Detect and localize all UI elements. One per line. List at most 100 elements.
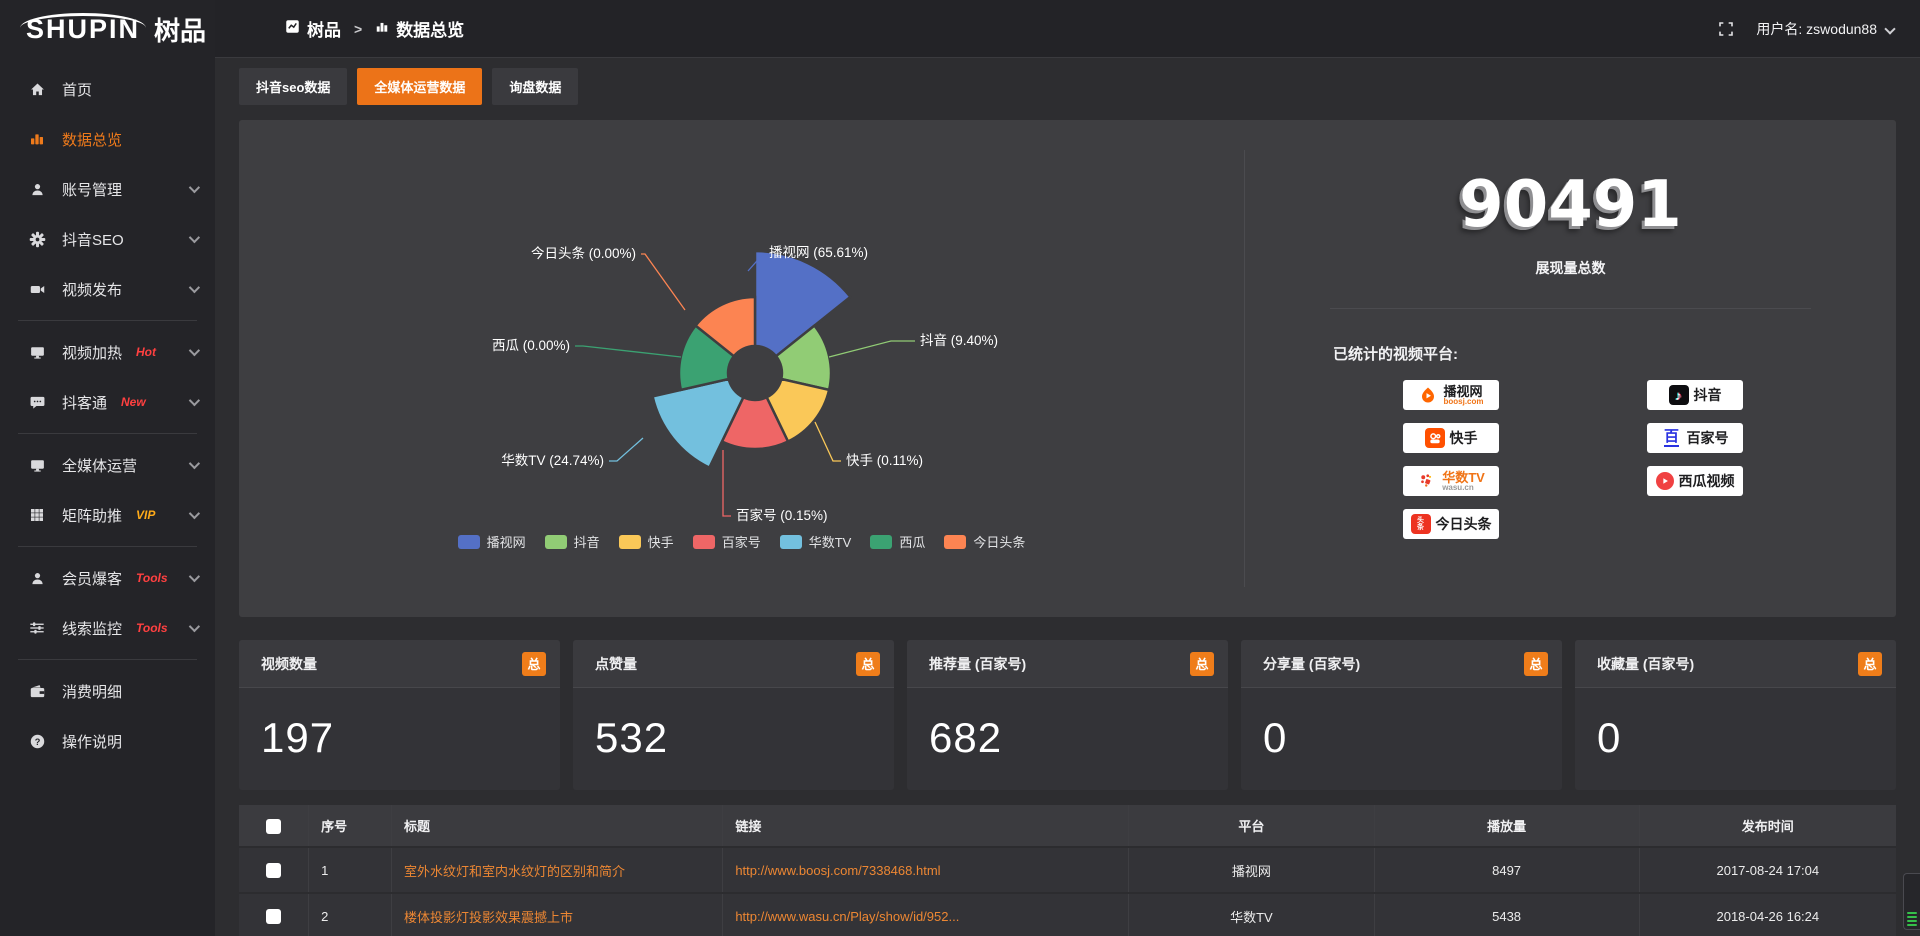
breadcrumb-item-current: 数据总览 xyxy=(396,21,465,40)
table-row: 2 楼体投影灯投影效果震撼上市 http://www.wasu.cn/Play/… xyxy=(239,893,1896,936)
legend-item-华数TV[interactable]: 华数TV xyxy=(779,532,852,551)
stat-value: 532 xyxy=(595,714,669,761)
sidebar-item-label: 全媒体运营 xyxy=(62,457,138,475)
sidebar-item-video-boost[interactable]: 视频加热 Hot xyxy=(0,327,215,377)
toutiao-logo-icon: 头条 xyxy=(1410,514,1431,534)
display-icon xyxy=(28,456,46,474)
app-logo[interactable]: SHUPIN 树品 xyxy=(0,0,215,58)
hot-badge: Hot xyxy=(136,345,157,359)
legend-chip xyxy=(779,534,802,549)
sidebar-item-home[interactable]: 首页 xyxy=(0,64,215,114)
sidebar-item-member[interactable]: 会员爆客 Tools xyxy=(0,553,215,603)
label-connector xyxy=(641,253,686,311)
legend-item-今日头条[interactable]: 今日头条 xyxy=(944,532,1025,551)
slice-label: 快手 (0.11%) xyxy=(846,453,923,468)
legend-item-抖音[interactable]: 抖音 xyxy=(544,532,600,551)
slice-label: 抖音 (9.40%) xyxy=(920,332,998,348)
chevron-down-icon xyxy=(188,394,201,407)
stat-card-likes: 点赞量 总 532 xyxy=(573,640,894,790)
cell-index: 2 xyxy=(308,893,392,936)
legend-label: 快手 xyxy=(647,535,674,550)
col-header-platform: 平台 xyxy=(1128,805,1375,848)
sidebar-item-douketong[interactable]: 抖客通 New xyxy=(0,377,215,427)
row-checkbox[interactable] xyxy=(266,863,282,879)
legend-item-百家号[interactable]: 百家号 xyxy=(692,532,761,551)
stat-card-favorites: 收藏量 (百家号) 总 0 xyxy=(1575,640,1896,790)
cell-url-link[interactable]: http://www.boosj.com/7338468.html xyxy=(722,847,1130,894)
chevron-down-icon xyxy=(188,344,201,357)
legend-label: 抖音 xyxy=(573,535,600,550)
platform-badge-xigua: 西瓜视频 xyxy=(1647,466,1743,496)
chevron-down-icon xyxy=(188,231,201,244)
legend-item-快手[interactable]: 快手 xyxy=(618,532,674,551)
user-menu[interactable]: 用户名: zswodun88 xyxy=(1756,19,1896,39)
sidebar-item-label: 操作说明 xyxy=(62,733,123,751)
sidebar-item-matrix[interactable]: 矩阵助推 VIP xyxy=(0,490,215,540)
platform-badge-kuaishou: 快手 xyxy=(1403,423,1499,453)
floating-widget[interactable] xyxy=(1903,873,1920,930)
cell-title-link[interactable]: 室外水纹灯和室内水纹灯的区别和简介 xyxy=(391,847,724,894)
pie-slice-今日头条[interactable] xyxy=(693,295,757,358)
panel-divider xyxy=(1244,150,1245,587)
sidebar-item-help[interactable]: ? 操作说明 xyxy=(0,716,215,766)
sidebar-item-label: 数据总览 xyxy=(62,131,123,149)
sidebar-item-data-overview[interactable]: 数据总览 xyxy=(0,114,215,164)
chevron-down-icon xyxy=(1884,22,1896,35)
sidebar-item-omnimedia[interactable]: 全媒体运营 xyxy=(0,440,215,490)
question-icon: ? xyxy=(28,732,46,750)
cell-title-link[interactable]: 楼体投影灯投影效果震撼上市 xyxy=(391,893,724,936)
legend-item-播视网[interactable]: 播视网 xyxy=(457,532,526,551)
tab-inquiry[interactable]: 询盘数据 xyxy=(492,68,579,105)
legend-label: 华数TV xyxy=(808,535,852,550)
slice-label: 百家号 (0.15%) xyxy=(736,507,828,523)
sidebar-item-label: 账号管理 xyxy=(62,181,123,199)
legend-item-西瓜[interactable]: 西瓜 xyxy=(870,532,925,551)
tab-douyin-seo[interactable]: 抖音seo数据 xyxy=(239,68,348,105)
breadcrumb-app-icon xyxy=(285,19,300,39)
tab-omnimedia-ops[interactable]: 全媒体运营数据 xyxy=(357,68,483,105)
pie-slice-播视网[interactable] xyxy=(753,249,853,358)
platform-badge-boosj: 播视网 boosj.com xyxy=(1403,380,1499,410)
legend-chip xyxy=(544,534,567,549)
cell-url-link[interactable]: http://www.wasu.cn/Play/show/id/952... xyxy=(722,893,1130,936)
col-header-plays: 播放量 xyxy=(1374,805,1640,848)
data-tabs: 抖音seo数据 全媒体运营数据 询盘数据 xyxy=(239,68,1896,105)
new-badge: New xyxy=(121,395,146,409)
summary-divider xyxy=(1329,308,1812,309)
sliders-icon xyxy=(28,619,46,637)
pie-slice-华数TV[interactable] xyxy=(651,377,745,470)
video-camera-icon xyxy=(28,280,46,298)
stat-title: 分享量 (百家号) xyxy=(1263,655,1361,672)
sidebar-item-label: 视频加热 xyxy=(62,344,123,362)
baijiahao-logo-icon: 百 xyxy=(1662,428,1682,448)
select-all-checkbox[interactable] xyxy=(266,818,282,834)
sidebar-divider xyxy=(18,546,197,547)
sidebar-item-label: 抖音SEO xyxy=(62,231,124,249)
breadcrumb-item[interactable]: 树品 xyxy=(307,21,341,40)
sidebar-item-leads[interactable]: 线索监控 Tools xyxy=(0,603,215,653)
cell-platform: 华数TV xyxy=(1128,893,1375,936)
legend-chip xyxy=(692,534,715,549)
tools-badge: Tools xyxy=(136,621,168,635)
cell-plays: 8497 xyxy=(1374,847,1640,894)
fullscreen-icon[interactable] xyxy=(1718,21,1734,37)
platform-badge-toutiao: 头条 今日头条 xyxy=(1403,509,1499,539)
sidebar-item-douyin-seo[interactable]: 抖音SEO xyxy=(0,214,215,264)
cell-plays: 5438 xyxy=(1374,893,1640,936)
chevron-down-icon xyxy=(188,181,201,194)
legend-chip xyxy=(870,534,893,549)
stat-value: 0 xyxy=(1597,714,1622,761)
slice-label: 播视网 (65.61%) xyxy=(769,245,868,260)
sidebar-item-video-publish[interactable]: 视频发布 xyxy=(0,264,215,314)
douyin-logo-icon: ♪ xyxy=(1668,385,1689,405)
total-badge: 总 xyxy=(1858,651,1882,676)
sidebar-item-label: 线索监控 xyxy=(62,620,123,638)
stat-title: 视频数量 xyxy=(261,655,317,672)
row-checkbox[interactable] xyxy=(266,909,282,925)
table-header-row: 序号 标题 链接 平台 播放量 发布时间 xyxy=(239,805,1896,848)
sidebar-item-account[interactable]: 账号管理 xyxy=(0,164,215,214)
logo-text-en: SHUPIN xyxy=(20,13,147,45)
col-header-time: 发布时间 xyxy=(1639,805,1896,848)
sidebar-item-expense[interactable]: 消费明细 xyxy=(0,666,215,716)
platform-badge-douyin: ♪ 抖音 xyxy=(1647,380,1743,410)
